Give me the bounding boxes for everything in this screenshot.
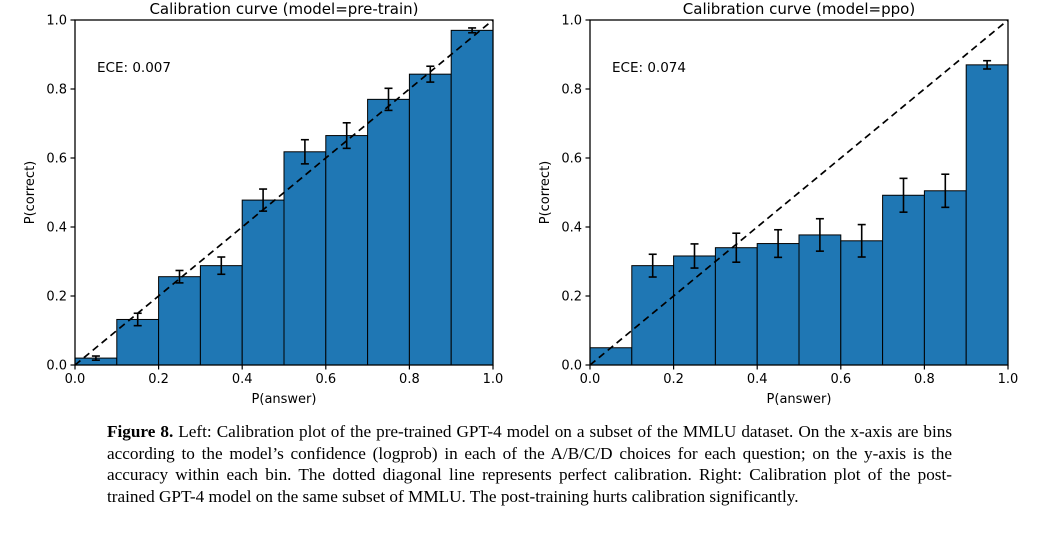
error-bar-bin-9 [468, 27, 477, 34]
calibration-chart-pretrain-svg: 0.0 0.2 0.4 0.6 0.8 1.0 0.0 0.2 0.4 0.6 0.8 1.0 Cali… [23, 0, 504, 407]
error-bar-bin-6 [342, 122, 351, 150]
calibration-chart-ppo-svg: 0.0 0.2 0.4 0.6 0.8 1.0 0.0 0.2 0.4 0.6 0.8 1.0 Cali… [538, 0, 1019, 407]
x-tick-label: 1.0 [998, 372, 1019, 387]
error-bar-bin-2 [175, 269, 184, 284]
plot-frame [74, 19, 494, 366]
ece-annotation: ECE: 0.007 [97, 60, 171, 76]
chart-title: Calibration curve (model=pre-train) [149, 0, 418, 18]
bar-bin-1 [631, 265, 675, 366]
x-tick-label: 1.0 [483, 372, 504, 387]
error-bar-bin-5 [300, 138, 309, 165]
x-tick-label: 0.6 [315, 372, 336, 387]
y-axis-label: P(correct) [538, 161, 553, 225]
y-tick-label: 0.0 [46, 359, 67, 374]
x-tick-label: 0.6 [830, 372, 851, 387]
y-tick-label: 1.0 [46, 14, 67, 29]
y-tick-label: 0.2 [46, 290, 67, 305]
figure-caption-text: Left: Calibration plot of the pre-traine… [107, 422, 953, 506]
bar-bin-6 [325, 135, 369, 366]
bar-bin-5 [283, 151, 327, 366]
error-bar-bin-5 [815, 217, 824, 252]
x-axis-label: P(answer) [767, 392, 832, 407]
bar-bin-3 [199, 265, 243, 366]
bar-bin-5 [798, 234, 842, 366]
error-bar-bin-4 [774, 228, 783, 259]
error-bar-bin-1 [648, 253, 657, 278]
error-bar-bin-6 [857, 223, 866, 258]
perfect-calibration-line [74, 19, 494, 366]
y-tick-label: 0.6 [561, 152, 582, 167]
bar-bin-8 [408, 73, 452, 366]
x-tick-label: 0.0 [580, 372, 601, 387]
bar-bin-9 [965, 64, 1009, 366]
perfect-calibration-line [589, 19, 1009, 366]
error-bar-bin-8 [941, 173, 950, 209]
x-tick-label: 0.8 [914, 372, 935, 387]
x-tick-label: 0.2 [663, 372, 684, 387]
bar-bin-4 [756, 243, 800, 366]
calibration-chart-pretrain: 0.0 0.2 0.4 0.6 0.8 1.0 0.0 0.2 0.4 0.6 0.8 1.0 Cali… [0, 0, 527, 420]
error-bar-bin-3 [732, 232, 741, 263]
figure-caption: Figure 8. Left: Calibration plot of the … [107, 421, 952, 507]
bar-bin-9 [450, 29, 494, 366]
x-tick-label: 0.8 [399, 372, 420, 387]
error-bar-bin-3 [217, 256, 226, 276]
error-bar-bin-7 [899, 177, 908, 213]
figure-label: Figure 8. [107, 422, 174, 441]
chart-title: Calibration curve (model=ppo) [683, 0, 915, 18]
y-tick-label: 1.0 [561, 14, 582, 29]
y-tick-label: 0.6 [46, 152, 67, 167]
bar-bin-8 [923, 190, 967, 366]
bar-bin-6 [840, 240, 884, 366]
bar-bin-0 [589, 347, 633, 366]
error-bar-bin-8 [426, 65, 435, 83]
error-bar-bin-9 [983, 59, 992, 70]
y-axis-label: P(correct) [23, 161, 38, 225]
x-tick-label: 0.0 [65, 372, 86, 387]
y-tick-label: 0.4 [561, 221, 582, 236]
bar-bin-7 [882, 194, 925, 366]
x-tick-label: 0.4 [232, 372, 253, 387]
plot-frame [589, 19, 1009, 366]
error-bar-bin-4 [259, 188, 268, 212]
ece-annotation: ECE: 0.074 [612, 60, 686, 76]
error-bar-bin-0 [91, 355, 100, 361]
x-tick-label: 0.4 [747, 372, 768, 387]
y-tick-label: 0.4 [46, 221, 67, 236]
y-tick-label: 0.8 [561, 83, 582, 98]
error-bar-bin-7 [384, 87, 393, 112]
x-axis-label: P(answer) [252, 392, 317, 407]
bar-bin-3 [714, 247, 758, 366]
bar-bin-4 [241, 199, 285, 366]
y-tick-label: 0.8 [46, 83, 67, 98]
x-tick-label: 0.2 [148, 372, 169, 387]
error-bar-bin-2 [690, 243, 699, 269]
bar-bin-2 [673, 255, 716, 366]
bar-bin-7 [367, 98, 410, 366]
y-tick-label: 0.2 [561, 290, 582, 305]
calibration-chart-ppo: 0.0 0.2 0.4 0.6 0.8 1.0 0.0 0.2 0.4 0.6 0.8 1.0 Cali… [527, 0, 1054, 420]
y-tick-label: 0.0 [561, 359, 582, 374]
error-bar-bin-1 [133, 312, 142, 327]
